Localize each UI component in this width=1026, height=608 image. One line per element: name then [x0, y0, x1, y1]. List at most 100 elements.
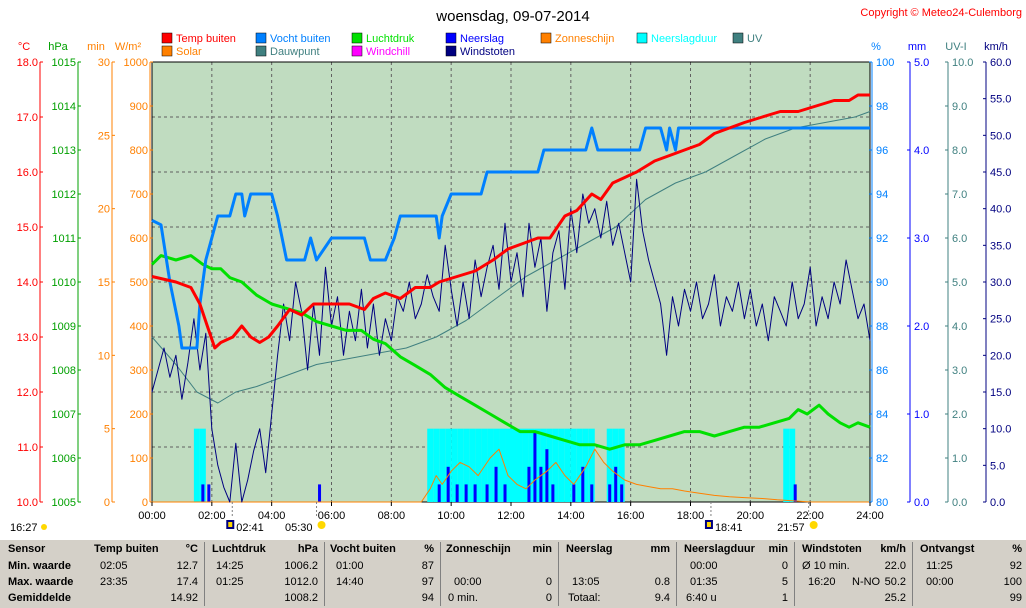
stats-rdur-col: Neerslagduur min 00:00 0 01:35 5 6:40 u … [678, 540, 794, 608]
neerslagduur-bar [487, 428, 494, 502]
press-axis-tick-label: 1010 [52, 277, 76, 289]
temp-axis-tick-label: 17.0 [17, 112, 38, 124]
stats-wind-r2-val: 50.2 [884, 576, 906, 588]
stats-rdur-max-time: 01:35 [690, 576, 718, 588]
mm-axis-unit: mm [908, 41, 926, 53]
neerslagduur-bar [445, 428, 452, 502]
stats-temp-max-time: 23:35 [100, 576, 128, 588]
x-tick-label: 20:00 [737, 510, 765, 522]
neerslag-bar [614, 466, 618, 502]
kmh-axis-tick-label: 25.0 [990, 314, 1011, 326]
stats-press-header: Luchtdruk [212, 543, 266, 555]
press-axis-tick-label: 1005 [52, 497, 76, 509]
neerslagduur-bar [193, 428, 200, 502]
stats-hum-avg: 94 [421, 592, 434, 604]
neerslag-bar [455, 484, 459, 502]
stats-wind-r1-val: 22.0 [884, 560, 906, 572]
mm-axis-tick-label: 1.0 [914, 409, 929, 421]
x-tick-label: 16:00 [617, 510, 645, 522]
stats-hum-min-time: 01:00 [336, 560, 364, 572]
neerslagduur-bar [576, 428, 583, 502]
neerslagduur-bar [457, 428, 464, 502]
neerslagduur-bar [481, 428, 488, 502]
kmh-axis-tick-label: 0.0 [990, 497, 1005, 509]
stats-sun-header: Zonneschijn [446, 543, 511, 555]
neerslagduur-bar [582, 428, 589, 502]
sun-moon-markers: 16:27 02:41 05:30 18:41 21:57 [10, 502, 818, 534]
temp-axis-tick-label: 16.0 [17, 167, 38, 179]
x-tick-label: 04:00 [258, 510, 286, 522]
kmh-axis-tick-label: 15.0 [990, 387, 1011, 399]
neerslagduur-bar [505, 428, 511, 502]
temp-axis-unit: °C [18, 41, 30, 53]
neerslagduur-bar [199, 428, 206, 502]
stats-labels-col: Sensor Min. waarde Max. waarde Gemiddeld… [0, 540, 90, 608]
legend-label: Neerslag [460, 33, 504, 45]
stats-table: Sensor Min. waarde Max. waarde Gemiddeld… [0, 540, 1026, 608]
legend-swatch [732, 32, 744, 44]
min-axis-tick-label: 15 [98, 277, 110, 289]
neerslag-bar [572, 484, 576, 502]
x-tick-label: 08:00 [378, 510, 406, 522]
press-axis-tick-label: 1008 [52, 365, 76, 377]
stats-rain-header: Neerslag [566, 543, 613, 555]
moon-time-label: 18:41 [715, 522, 743, 534]
stats-recv-avg: 99 [1009, 592, 1022, 604]
stats-rain-avg: 9.4 [654, 592, 670, 604]
series-windstoten [151, 178, 871, 503]
min-axis-unit: min [87, 41, 105, 53]
mm-axis-tick-label: 0.0 [914, 497, 929, 509]
stats-press-max-val: 1012.0 [284, 576, 318, 588]
neerslagduur-bar [540, 428, 547, 502]
stats-rain-max-time: 13:05 [572, 576, 600, 588]
solar-axis-tick-label: 100 [130, 453, 148, 465]
legend-label: Temp buiten [176, 33, 236, 45]
legend-swatch [351, 32, 363, 44]
kmh-axis-tick-label: 30.0 [990, 277, 1011, 289]
hum-axis-tick-label: 100 [876, 57, 894, 69]
neerslag-bar [494, 466, 498, 502]
stats-hum-col: Vocht buiten % 01:00 87 14:40 97 94 [326, 540, 440, 608]
chart-svg: 10.0 11.0 12.0 13.0 14.0 15.0 16.0 17.0 18.0 °C 10… [10, 7, 1022, 534]
hum-axis-tick-label: 82 [876, 453, 888, 465]
temp-axis-tick-label: 10.0 [17, 497, 38, 509]
press-axis-tick-label: 1014 [52, 101, 76, 113]
legend-swatch [636, 32, 648, 44]
neerslagduur-bar [606, 428, 613, 502]
neerslag-bar [485, 484, 489, 502]
series-solar [152, 448, 870, 503]
stats-label-avg: Gemiddelde [8, 592, 71, 604]
kmh-axis-tick-label: 60.0 [990, 57, 1011, 69]
kmh-axis-tick-label: 5.0 [990, 460, 1005, 472]
uv-axis-unit: UV-I [945, 41, 966, 53]
kmh-axis-tick-label: 55.0 [990, 94, 1011, 106]
uv-axis-tick-label: 5.0 [952, 277, 967, 289]
solar-axis-tick-label: 300 [130, 365, 148, 377]
neerslag-bar [793, 484, 797, 502]
stats-label-max: Max. waarde [8, 576, 74, 588]
legend-swatch [445, 45, 457, 57]
press-axis-tick-label: 1009 [52, 321, 76, 333]
hum-axis-tick-label: 84 [876, 409, 888, 421]
neerslagduur-bar [499, 428, 506, 502]
stats-rdur-unit: min [768, 543, 788, 555]
legend-swatch [540, 32, 552, 44]
uv-axis-tick-label: 3.0 [952, 365, 967, 377]
mm-axis-tick-label: 2.0 [914, 321, 929, 333]
chart-title: woensdag, 09-07-2014 [435, 8, 589, 25]
press-axis-unit: hPa [48, 41, 68, 53]
press-axis-tick-label: 1011 [52, 233, 76, 245]
stats-wind-unit: km/h [880, 543, 906, 555]
stats-label-min: Min. waarde [8, 560, 71, 572]
neerslagduur-bar [522, 428, 529, 502]
series-luchtdruk [150, 254, 871, 451]
stats-temp-header: Temp buiten [94, 543, 159, 555]
uv-axis-tick-label: 9.0 [952, 101, 967, 113]
stats-press-max-time: 01:25 [216, 576, 244, 588]
stats-hum-max-time: 14:40 [336, 576, 364, 588]
copyright: Copyright © Meteo24-Culemborg [860, 7, 1022, 19]
stats-press-min-val: 1006.2 [284, 560, 318, 572]
press-axis-tick-label: 1006 [52, 453, 76, 465]
legend-swatch [351, 45, 363, 57]
legend-label: UV [747, 33, 763, 45]
